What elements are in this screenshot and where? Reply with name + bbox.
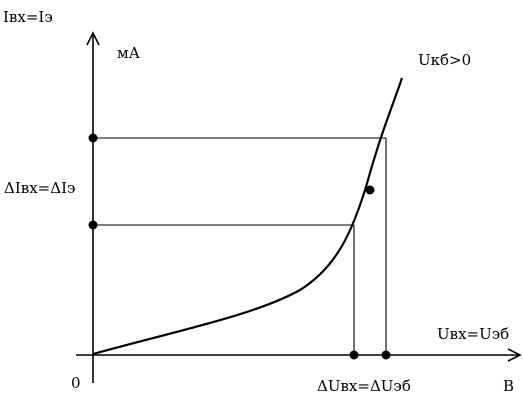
- operating-point: [365, 185, 375, 195]
- y-axis-label: Iвх=Iэ: [3, 8, 53, 26]
- origin-label: 0: [71, 374, 81, 392]
- x-axis-point-left: [349, 350, 359, 360]
- x-axis-label: Uвх=Uэб: [437, 325, 509, 343]
- y-unit-label: мА: [117, 44, 141, 62]
- x-unit-label: В: [503, 377, 514, 395]
- y-axis-arrow: [86, 31, 100, 46]
- y-axis-point-lower: [88, 220, 98, 230]
- delta-current-label: ΔIвх=ΔIэ: [4, 179, 75, 197]
- x-axis-point-right: [381, 350, 391, 360]
- input-characteristic-curve: [92, 77, 404, 356]
- y-axis-point-upper: [88, 133, 98, 143]
- delta-voltage-label: ΔUвх=ΔUэб: [317, 377, 411, 395]
- x-axis-arrow: [507, 348, 522, 362]
- curve-label: Uкб>0: [418, 51, 471, 69]
